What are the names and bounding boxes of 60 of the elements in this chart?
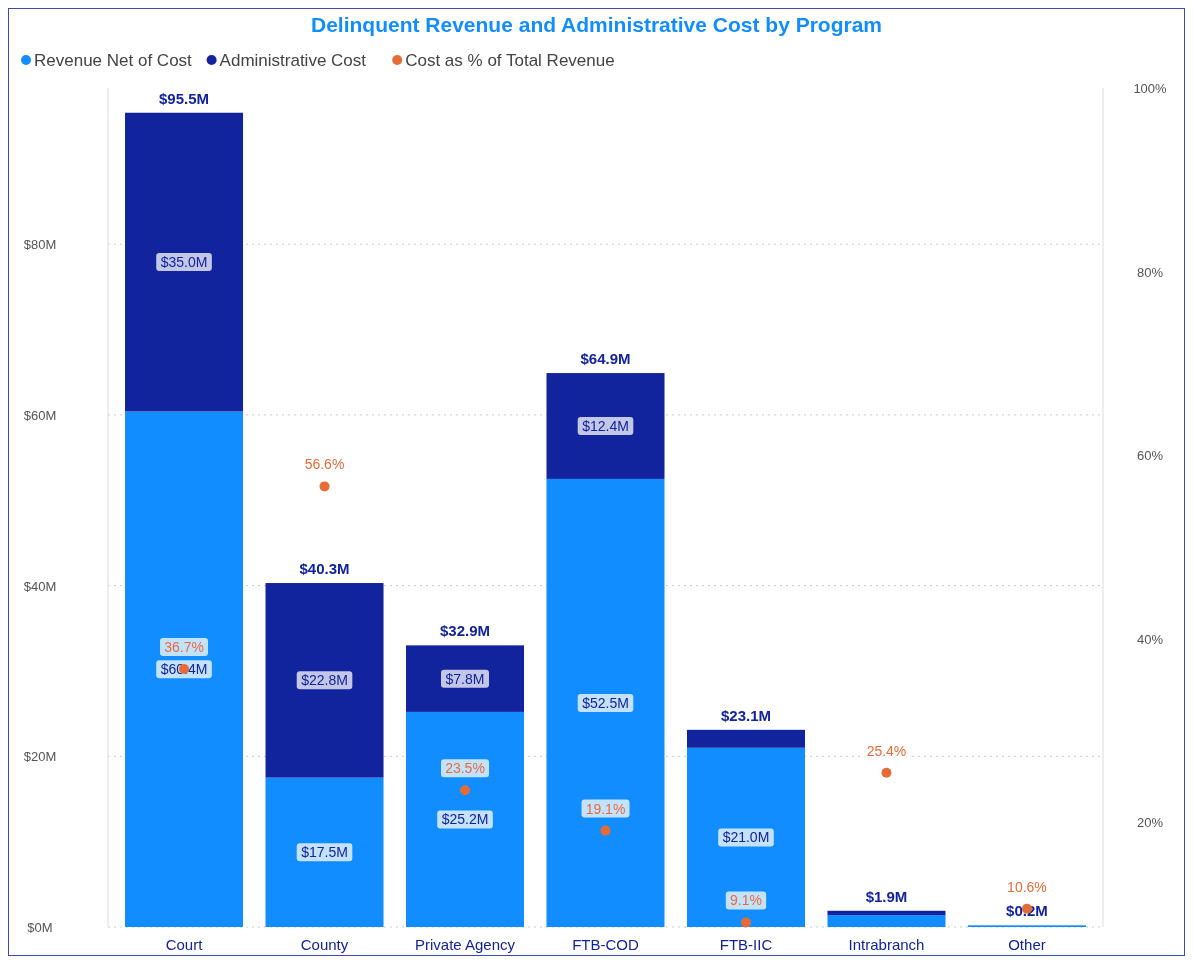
legend-label: Administrative Cost xyxy=(219,51,367,70)
point xyxy=(319,481,330,492)
total-label: $23.1M xyxy=(720,706,772,724)
y2-tick-label: 80% xyxy=(1136,264,1164,280)
bar xyxy=(406,711,525,927)
legend-label: Cost as % of Total Revenue xyxy=(405,51,615,70)
data-label: 56.6% xyxy=(304,456,345,473)
y-tick-label: $0M xyxy=(27,920,53,935)
x-tick-label: County xyxy=(300,936,349,953)
x-tick-label: FTB-COD xyxy=(572,936,639,953)
data-label: 23.5% xyxy=(445,760,485,777)
x-tick-label: Court xyxy=(165,936,204,953)
data-label: 9.1% xyxy=(730,892,762,909)
point xyxy=(881,767,892,778)
data-label: 19.1% xyxy=(585,800,626,817)
bar xyxy=(125,112,244,412)
x-tick-label: Intrabranch xyxy=(848,936,925,953)
bar xyxy=(686,747,805,927)
bar xyxy=(827,915,946,927)
chart-title: Delinquent Revenue and Administrative Cost by Program xyxy=(311,13,882,36)
bar xyxy=(265,583,384,778)
bar xyxy=(406,645,525,712)
data-label: $12.4M xyxy=(582,417,629,434)
legend-label: Revenue Net of Cost xyxy=(34,51,193,70)
data-label: 10.6% xyxy=(1007,878,1047,895)
y-tick-label: $20M xyxy=(23,749,57,765)
bar xyxy=(265,777,384,927)
total-label: $95.5M xyxy=(159,89,210,107)
bar xyxy=(125,411,244,927)
y-tick-label: $60M xyxy=(23,407,57,423)
data-label: $35.0M xyxy=(160,254,208,271)
y-tick-label: $40M xyxy=(23,578,57,594)
bar xyxy=(546,478,665,927)
data-label: $7.8M xyxy=(445,670,485,687)
y2-tick-label: 60% xyxy=(1136,448,1164,464)
data-label: $17.5M xyxy=(301,844,348,861)
data-label: 25.4% xyxy=(866,742,907,759)
x-tick-label: Other xyxy=(1008,936,1046,953)
total-label: $0.2M xyxy=(1006,902,1048,920)
data-label: $21.0M xyxy=(722,829,770,846)
total-label: $40.3M xyxy=(299,560,350,578)
point xyxy=(740,917,751,928)
y2-tick-label: 100% xyxy=(1133,81,1168,96)
total-label: $64.9M xyxy=(580,350,631,368)
data-label: $22.8M xyxy=(301,672,348,689)
bar xyxy=(546,373,665,479)
total-label: $32.9M xyxy=(439,622,491,640)
bar xyxy=(686,729,805,748)
data-label: 36.7% xyxy=(164,639,204,656)
y2-tick-label: 40% xyxy=(1136,631,1164,647)
total-label: $1.9M xyxy=(865,887,908,905)
x-tick-label: FTB-IIC xyxy=(719,936,773,953)
x-tick-label: Private Agency xyxy=(414,936,516,953)
data-label: $52.5M xyxy=(582,694,629,711)
point xyxy=(460,785,471,796)
y2-tick-label: 20% xyxy=(1136,815,1164,831)
bar xyxy=(827,910,946,916)
y-tick-label: $80M xyxy=(23,237,57,253)
point xyxy=(600,825,611,836)
data-label: $25.2M xyxy=(441,811,489,828)
